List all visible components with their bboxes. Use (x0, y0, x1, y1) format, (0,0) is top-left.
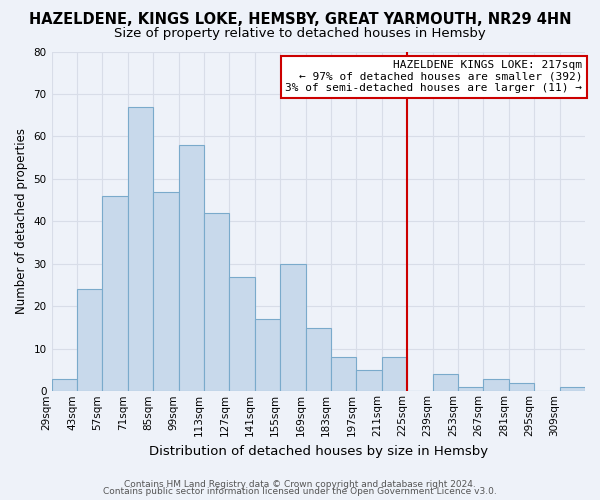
Text: Contains public sector information licensed under the Open Government Licence v3: Contains public sector information licen… (103, 487, 497, 496)
Bar (305, 328, 331, 392)
Bar (382, 358, 407, 392)
Bar (280, 264, 305, 392)
Bar (128, 106, 153, 392)
Bar (356, 370, 382, 392)
Text: Contains HM Land Registry data © Crown copyright and database right 2024.: Contains HM Land Registry data © Crown c… (124, 480, 476, 489)
Bar (433, 374, 458, 392)
Bar (77, 290, 103, 392)
Bar (458, 387, 484, 392)
Bar (484, 378, 509, 392)
Text: HAZELDENE KINGS LOKE: 217sqm
← 97% of detached houses are smaller (392)
3% of se: HAZELDENE KINGS LOKE: 217sqm ← 97% of de… (286, 60, 583, 93)
Text: Size of property relative to detached houses in Hemsby: Size of property relative to detached ho… (114, 28, 486, 40)
X-axis label: Distribution of detached houses by size in Hemsby: Distribution of detached houses by size … (149, 444, 488, 458)
Bar (560, 387, 585, 392)
Bar (179, 145, 204, 392)
Bar (331, 358, 356, 392)
Bar (52, 378, 77, 392)
Bar (103, 196, 128, 392)
Bar (153, 192, 179, 392)
Bar (229, 276, 255, 392)
Bar (509, 383, 534, 392)
Bar (204, 213, 229, 392)
Text: HAZELDENE, KINGS LOKE, HEMSBY, GREAT YARMOUTH, NR29 4HN: HAZELDENE, KINGS LOKE, HEMSBY, GREAT YAR… (29, 12, 571, 28)
Y-axis label: Number of detached properties: Number of detached properties (15, 128, 28, 314)
Bar (255, 319, 280, 392)
